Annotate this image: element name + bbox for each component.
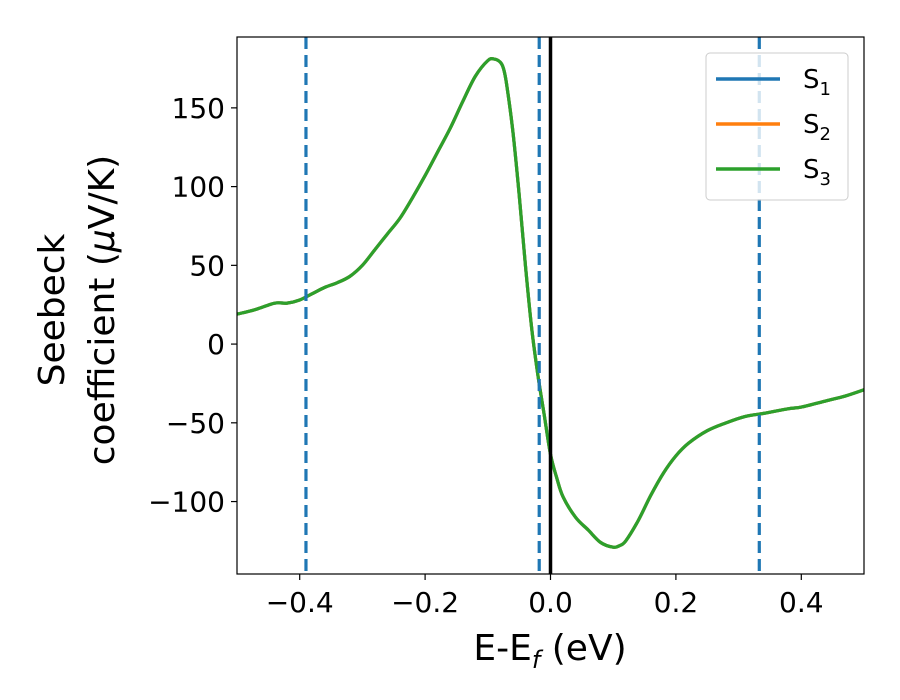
y-tick-label: 50 [189, 249, 225, 282]
y-tick-label: −50 [166, 407, 225, 440]
legend: S1 S2 S3 [705, 52, 849, 201]
legend-label-s3: S3 [803, 155, 831, 190]
x-tick-label: 0.2 [654, 586, 699, 619]
y-ticks: 150 100 50 0 −50 −100 [148, 92, 237, 519]
x-tick-label: −0.2 [391, 586, 459, 619]
legend-items: S1 S2 S3 [716, 65, 831, 190]
legend-label-s2: S2 [803, 110, 831, 145]
reference-lines [304, 37, 761, 574]
legend-box [705, 52, 849, 201]
y-tick-label: 100 [172, 171, 225, 204]
y-tick-label: 0 [207, 328, 225, 361]
series-line-s3 [237, 57, 864, 549]
x-axis-label: E-Ef (eV) [473, 628, 626, 674]
y-tick-label: −100 [148, 486, 225, 519]
x-ticks: −0.4 −0.2 0.0 0.2 0.4 [266, 574, 824, 619]
x-tick-label: 0.4 [779, 586, 824, 619]
y-tick-label: 150 [172, 92, 225, 125]
y-axis-label-line1: Seebeck [32, 233, 73, 386]
y-axis-label: Seebeck coefficient (μV/K) [32, 155, 123, 465]
y-axis-label-line2: coefficient (μV/K) [82, 155, 123, 465]
x-tick-label: −0.4 [266, 586, 334, 619]
series-layer [237, 57, 864, 549]
x-tick-label: 0.0 [528, 586, 573, 619]
legend-label-s1: S1 [803, 65, 831, 100]
